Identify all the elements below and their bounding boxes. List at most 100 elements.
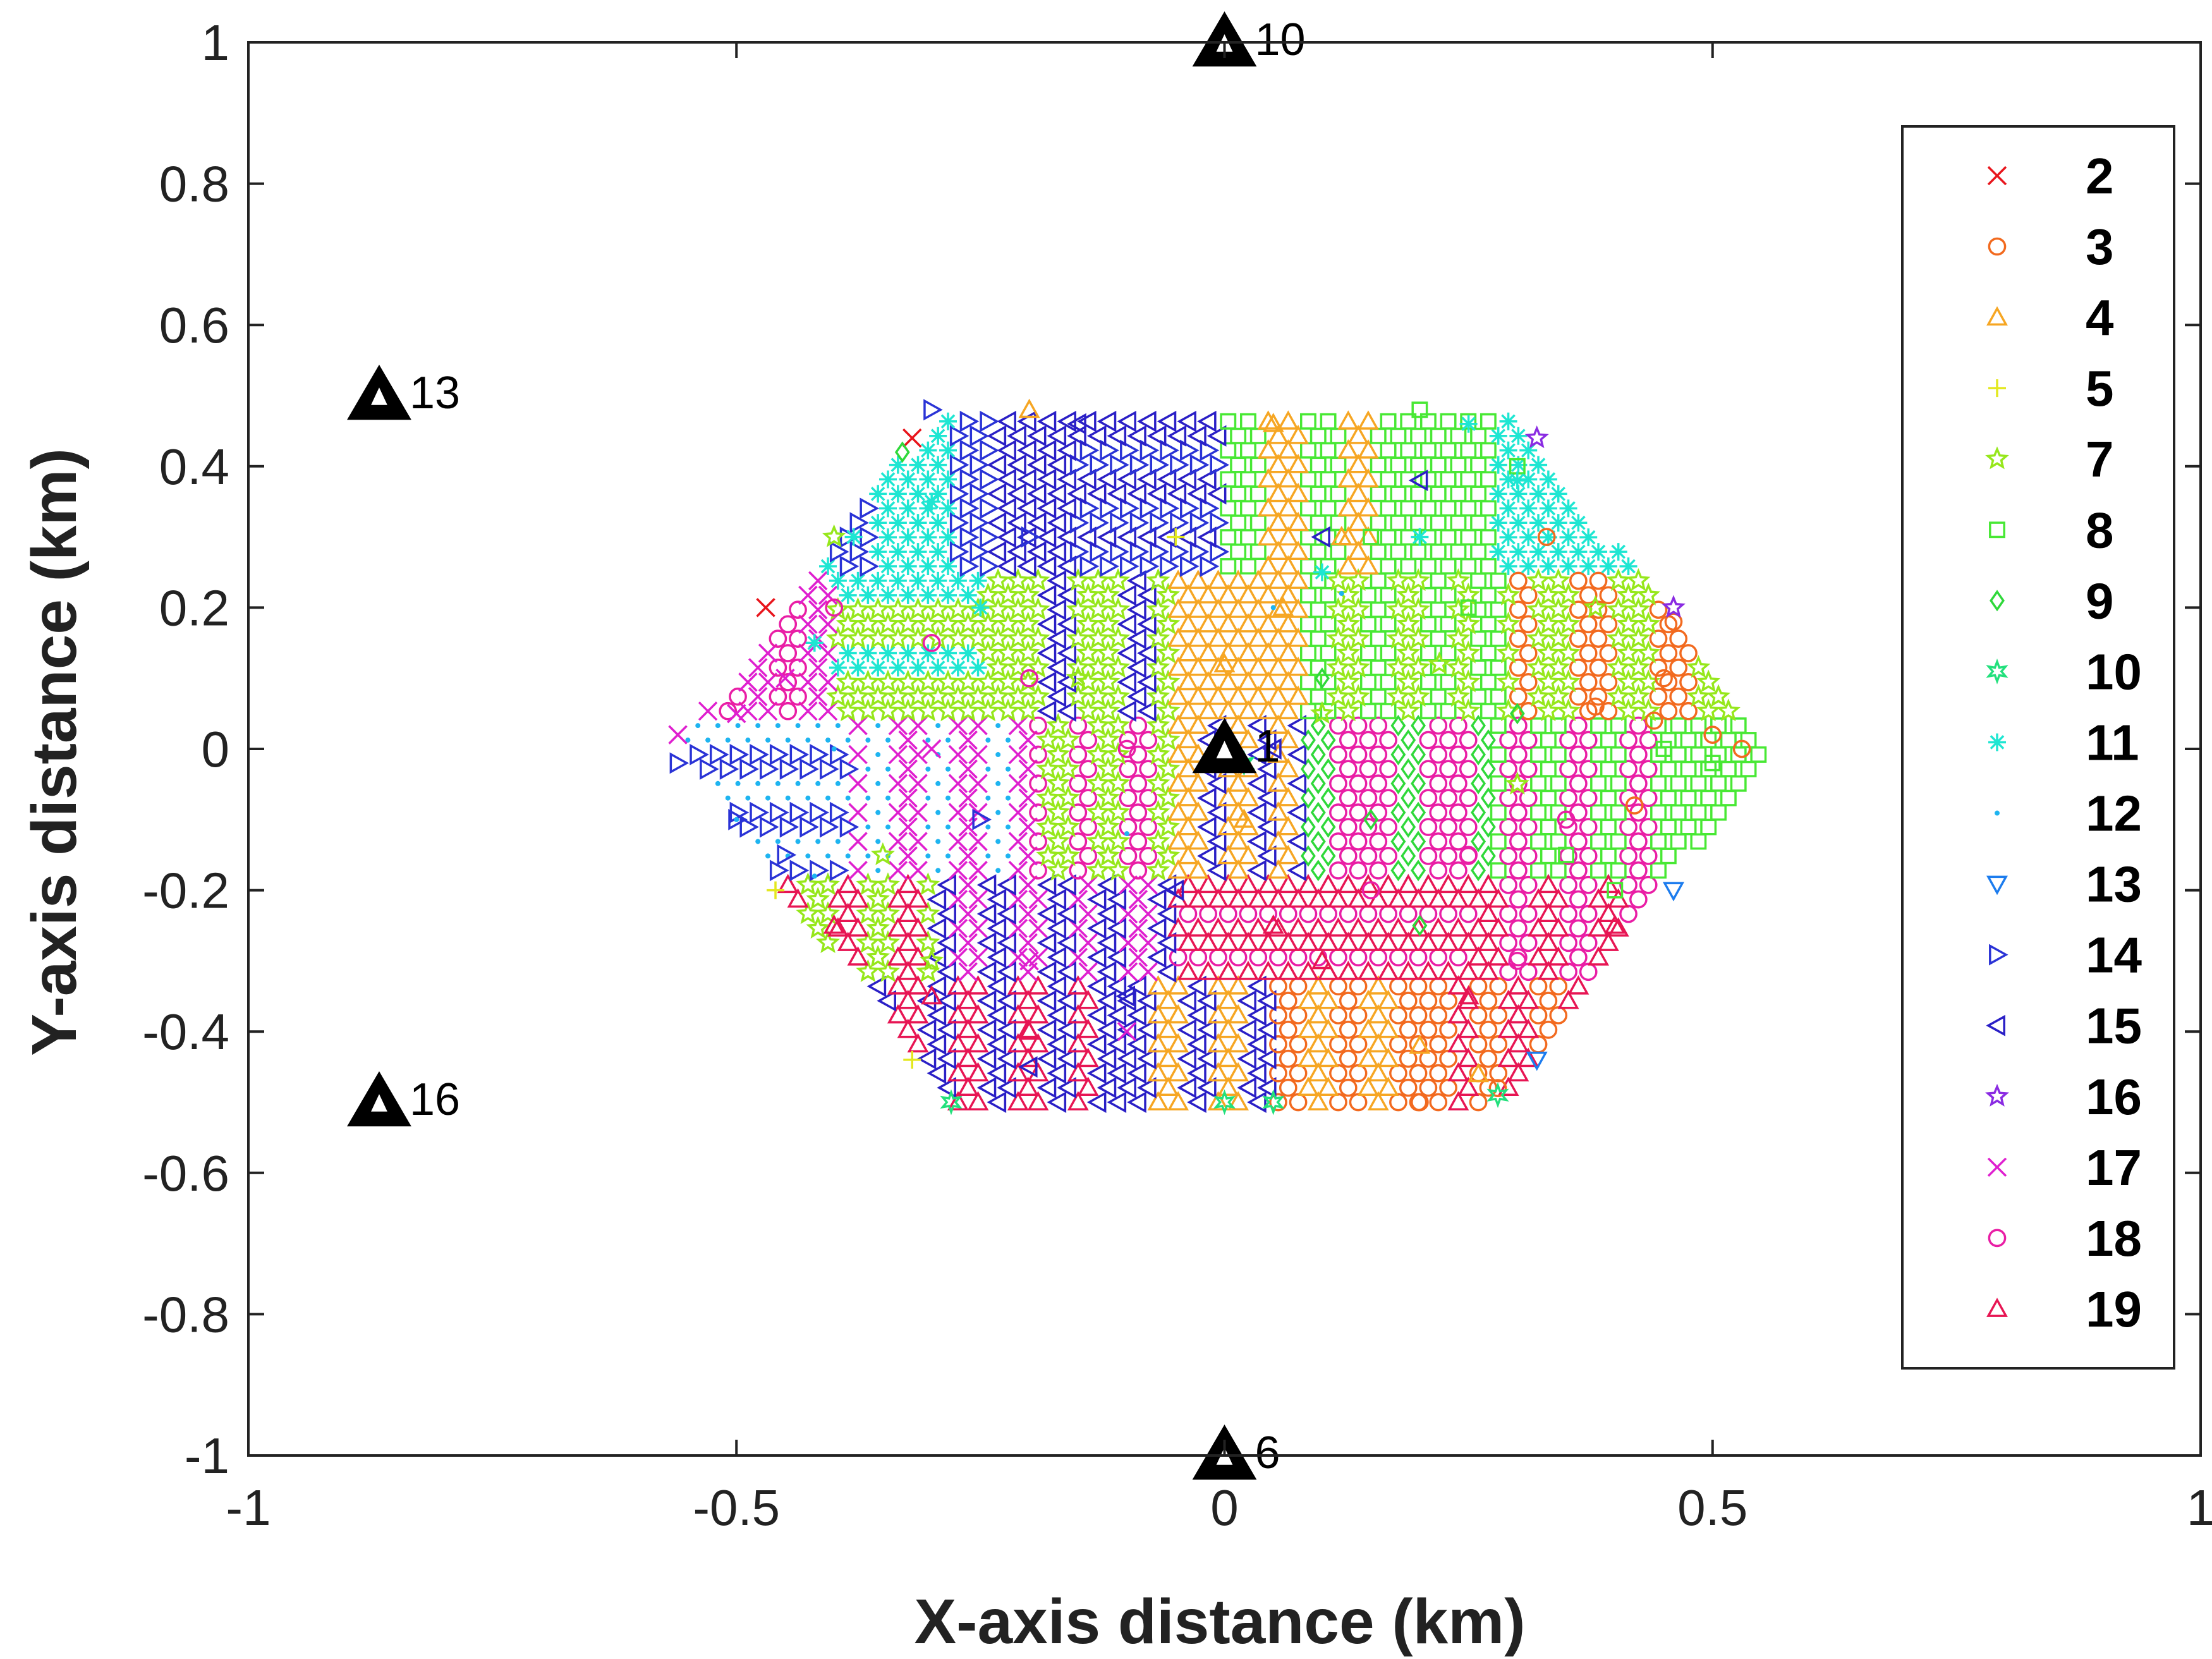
station-label: 16 [410, 1074, 460, 1125]
region-marker-14 [1120, 439, 1139, 461]
region-marker-14 [1069, 512, 1090, 534]
region-marker-9 [1390, 715, 1406, 737]
region-marker-11 [969, 571, 987, 590]
region-marker-19 [1007, 1062, 1029, 1082]
region-marker-8 [1299, 645, 1316, 662]
region-marker-18 [1209, 948, 1227, 967]
region-marker-15 [1047, 541, 1067, 563]
region-marker-18 [1029, 774, 1047, 793]
region-marker-15 [987, 917, 1007, 939]
region-marker-8 [1680, 818, 1697, 836]
region-marker-11 [1559, 528, 1577, 547]
region-marker-15 [1247, 1033, 1267, 1055]
region-marker-14 [1189, 541, 1210, 563]
region-marker-7 [1546, 626, 1571, 649]
region-marker-18 [1499, 847, 1517, 865]
region-marker-15 [997, 410, 1016, 432]
region-marker-4 [1227, 569, 1249, 589]
region-marker-14 [1160, 439, 1179, 461]
region-marker-19 [1588, 888, 1610, 908]
region-marker-18 [779, 615, 798, 634]
region-marker-8 [1650, 746, 1667, 763]
region-marker-8 [1419, 413, 1437, 430]
region-marker-15 [1157, 468, 1177, 490]
region-marker-8 [1660, 732, 1677, 748]
region-marker-7 [1106, 713, 1131, 736]
region-marker-11 [1539, 470, 1557, 489]
region-marker-8 [1390, 456, 1407, 473]
region-marker-7 [1526, 626, 1551, 649]
region-marker-17 [1078, 962, 1098, 981]
region-marker-17 [948, 774, 968, 794]
region-marker-9 [1471, 715, 1486, 737]
region-marker-4 [1227, 772, 1249, 792]
region-marker-4 [1167, 975, 1189, 995]
region-marker-8 [1450, 485, 1467, 502]
region-marker-7 [1066, 626, 1090, 649]
region-marker-15 [1197, 1019, 1217, 1041]
region-marker-3 [1269, 1006, 1287, 1024]
region-marker-19 [1077, 1076, 1099, 1097]
region-marker-19 [1387, 888, 1409, 908]
region-marker-7 [1086, 655, 1110, 678]
region-marker-19 [1427, 888, 1449, 908]
region-marker-7 [836, 698, 860, 722]
region-marker-9 [1320, 729, 1336, 751]
region-marker-14 [1170, 454, 1189, 476]
region-marker-15 [1097, 961, 1117, 983]
region-marker-4 [1227, 830, 1249, 850]
region-marker-19 [1217, 932, 1239, 951]
legend-marker-4 [1986, 306, 2008, 326]
region-marker-15 [1247, 1091, 1267, 1113]
legend-entry-9: 9 [2086, 573, 2114, 629]
region-marker-8 [1550, 746, 1567, 763]
region-marker-4 [1237, 584, 1259, 604]
region-marker-18 [1459, 818, 1478, 836]
region-marker-11 [1579, 528, 1598, 547]
region-marker-12 [755, 839, 761, 844]
region-marker-8 [1230, 514, 1247, 532]
region-marker-11 [1499, 412, 1517, 430]
region-marker-3 [1389, 977, 1407, 995]
region-marker-7 [876, 611, 901, 635]
data-point-9 [1315, 667, 1330, 690]
region-marker-3 [1339, 1021, 1358, 1039]
region-marker-15 [1137, 410, 1157, 432]
region-marker-18 [1329, 716, 1347, 735]
region-marker-12 [1006, 853, 1011, 859]
data-point-18 [1117, 739, 1136, 758]
region-marker-19 [1447, 888, 1469, 908]
region-marker-18 [1519, 847, 1538, 865]
region-marker-8 [1710, 746, 1727, 763]
region-marker-18 [789, 600, 807, 619]
region-marker-17 [1018, 817, 1038, 837]
region-marker-3 [1669, 687, 1688, 706]
region-marker-18 [1449, 716, 1468, 735]
region-marker-15 [1036, 961, 1057, 983]
region-marker-15 [927, 889, 947, 911]
region-marker-7 [1055, 727, 1080, 751]
region-marker-8 [1440, 586, 1457, 604]
data-point-18 [1557, 810, 1576, 829]
region-marker-3 [1679, 672, 1698, 691]
region-marker-7 [1686, 684, 1711, 707]
region-marker-15 [1047, 1004, 1067, 1026]
region-marker-14 [729, 743, 750, 765]
region-marker-17 [968, 918, 988, 939]
region-marker-3 [1529, 1035, 1548, 1054]
region-marker-8 [1299, 558, 1316, 574]
region-marker-3 [1679, 644, 1698, 662]
region-marker-15 [1057, 613, 1076, 635]
region-marker-15 [1086, 425, 1107, 447]
region-marker-7 [866, 944, 890, 968]
region-marker-18 [1379, 847, 1397, 865]
region-marker-12 [875, 839, 881, 844]
region-marker-17 [1008, 832, 1028, 851]
region-marker-11 [1549, 514, 1567, 532]
region-marker-15 [1287, 830, 1307, 853]
region-marker-19 [1017, 1076, 1039, 1097]
region-marker-9 [1301, 787, 1316, 809]
region-marker-8 [1480, 616, 1497, 633]
region-marker-8 [1670, 804, 1687, 821]
region-marker-19 [827, 917, 849, 937]
